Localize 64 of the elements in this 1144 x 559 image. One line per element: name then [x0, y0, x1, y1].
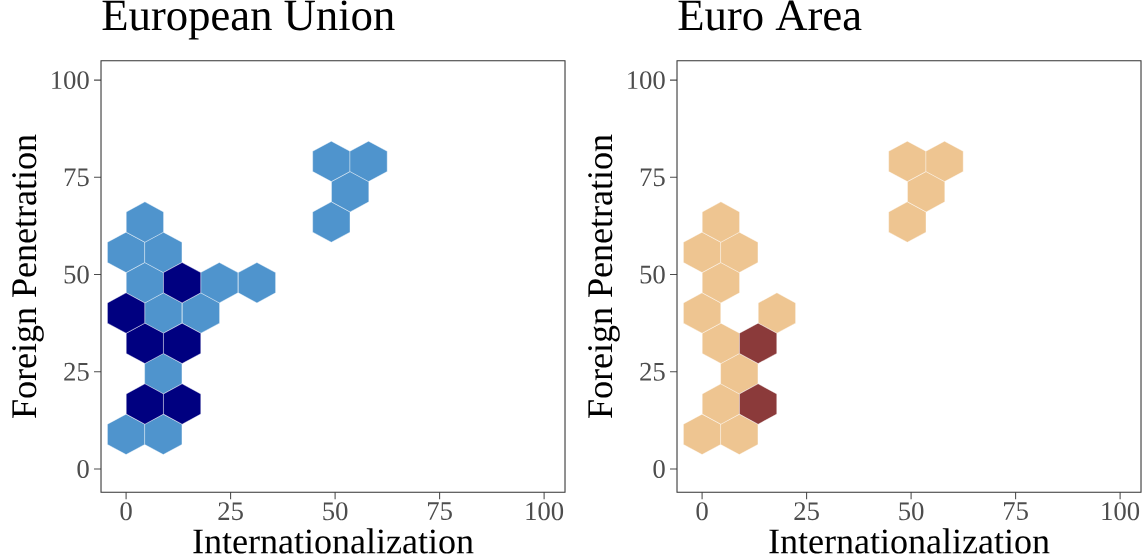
- point: [888, 201, 927, 243]
- point: [720, 231, 759, 273]
- point: [163, 322, 201, 364]
- y-tick-label: 100: [628, 71, 665, 90]
- point: [720, 413, 759, 455]
- point: [312, 201, 351, 243]
- point: [144, 413, 183, 455]
- x-tick-label: 25: [794, 502, 819, 521]
- x-tick-label: 100: [526, 502, 564, 521]
- point: [107, 231, 145, 273]
- chart-title: Euro Area: [678, 0, 862, 31]
- y-tick-label: 25: [64, 362, 89, 381]
- x-tick-label: 0: [696, 502, 708, 521]
- point: [702, 383, 740, 425]
- point: [702, 201, 740, 243]
- y-tick-label: 75: [64, 168, 89, 187]
- chart-title: European Union: [102, 0, 395, 40]
- point: [238, 262, 276, 304]
- point: [907, 171, 946, 213]
- y-tick-label: 0: [653, 459, 665, 478]
- point: [312, 140, 351, 182]
- point: [107, 292, 145, 334]
- y-axis-title: Foreign Penetration: [588, 134, 620, 418]
- point: [163, 383, 201, 425]
- point: [683, 292, 721, 334]
- point: [200, 262, 239, 304]
- point: [702, 262, 740, 304]
- y-axis-title: Foreign Penetration: [12, 134, 44, 418]
- point: [739, 383, 777, 425]
- point: [107, 413, 145, 455]
- point: [702, 322, 740, 364]
- y-tick-label: 25: [640, 362, 665, 381]
- point: [349, 140, 388, 182]
- y-tick-label: 75: [640, 168, 665, 187]
- point: [720, 353, 759, 395]
- point: [331, 171, 370, 213]
- point: [683, 413, 721, 455]
- y-tick-label: 0: [77, 459, 89, 478]
- x-tick-label: 50: [323, 502, 348, 521]
- x-tick-label: 0: [120, 502, 132, 521]
- point: [144, 292, 183, 334]
- y-tick-label: 100: [52, 71, 89, 90]
- y-tick-label: 50: [64, 265, 89, 284]
- point: [126, 322, 164, 364]
- point: [163, 262, 201, 304]
- point: [126, 262, 164, 304]
- point: [758, 292, 796, 334]
- x-tick-label: 50: [899, 502, 924, 521]
- point: [144, 231, 183, 273]
- x-tick-label: 75: [1004, 502, 1028, 520]
- point: [126, 383, 164, 425]
- point: [739, 322, 777, 364]
- point: [888, 140, 927, 182]
- point: [126, 201, 164, 243]
- x-tick-label: 75: [428, 502, 452, 520]
- x-tick-label: 100: [1102, 502, 1140, 521]
- point: [925, 140, 964, 182]
- x-axis-title: Internationalization: [769, 528, 1050, 554]
- point: [144, 353, 183, 395]
- x-tick-label: 25: [218, 502, 243, 521]
- y-tick-label: 50: [640, 265, 665, 284]
- point: [683, 231, 721, 273]
- point: [182, 292, 220, 334]
- x-axis-title: Internationalization: [193, 528, 474, 554]
